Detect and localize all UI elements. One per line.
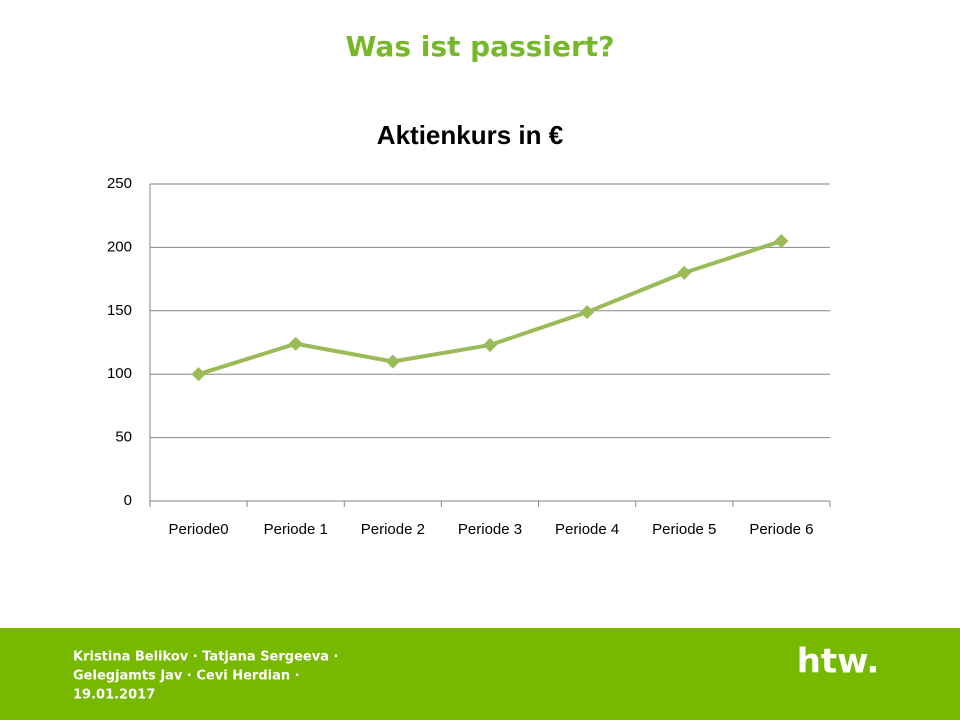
y-tick-label: 0	[124, 492, 132, 509]
x-tick-label: Periode 4	[555, 521, 619, 538]
slide-title: Was ist passiert?	[346, 30, 615, 63]
data-point	[288, 336, 303, 351]
logo: htw.	[797, 642, 880, 682]
chart-title: Aktienkurs in €	[377, 120, 563, 150]
y-tick-label: 250	[107, 175, 132, 192]
data-point	[580, 304, 595, 320]
y-tick-label: 100	[107, 365, 132, 382]
footer-date: 19.01.2017	[73, 688, 155, 703]
data-point	[482, 337, 498, 353]
x-tick-label: Periode0	[169, 521, 229, 538]
x-tick-label: Periode 3	[458, 521, 522, 538]
data-point	[385, 354, 400, 369]
y-tick-label: 50	[115, 429, 132, 446]
y-tick-label: 150	[107, 302, 132, 319]
footer-band	[0, 628, 960, 720]
data-point	[191, 367, 206, 382]
x-tick-label: Periode 2	[361, 521, 425, 538]
x-tick-label: Periode 1	[264, 521, 328, 538]
x-tick-label: Periode 6	[749, 521, 813, 538]
x-tick-label: Periode 5	[652, 521, 716, 538]
y-tick-label: 200	[107, 238, 132, 255]
footer-author: Kristina Belikov · Tatjana Sergeeva ·	[73, 650, 338, 665]
footer-author: Gelegjamts Jav · Cevi Herdian ·	[73, 669, 300, 684]
data-point	[677, 265, 692, 280]
data-point	[774, 233, 789, 249]
